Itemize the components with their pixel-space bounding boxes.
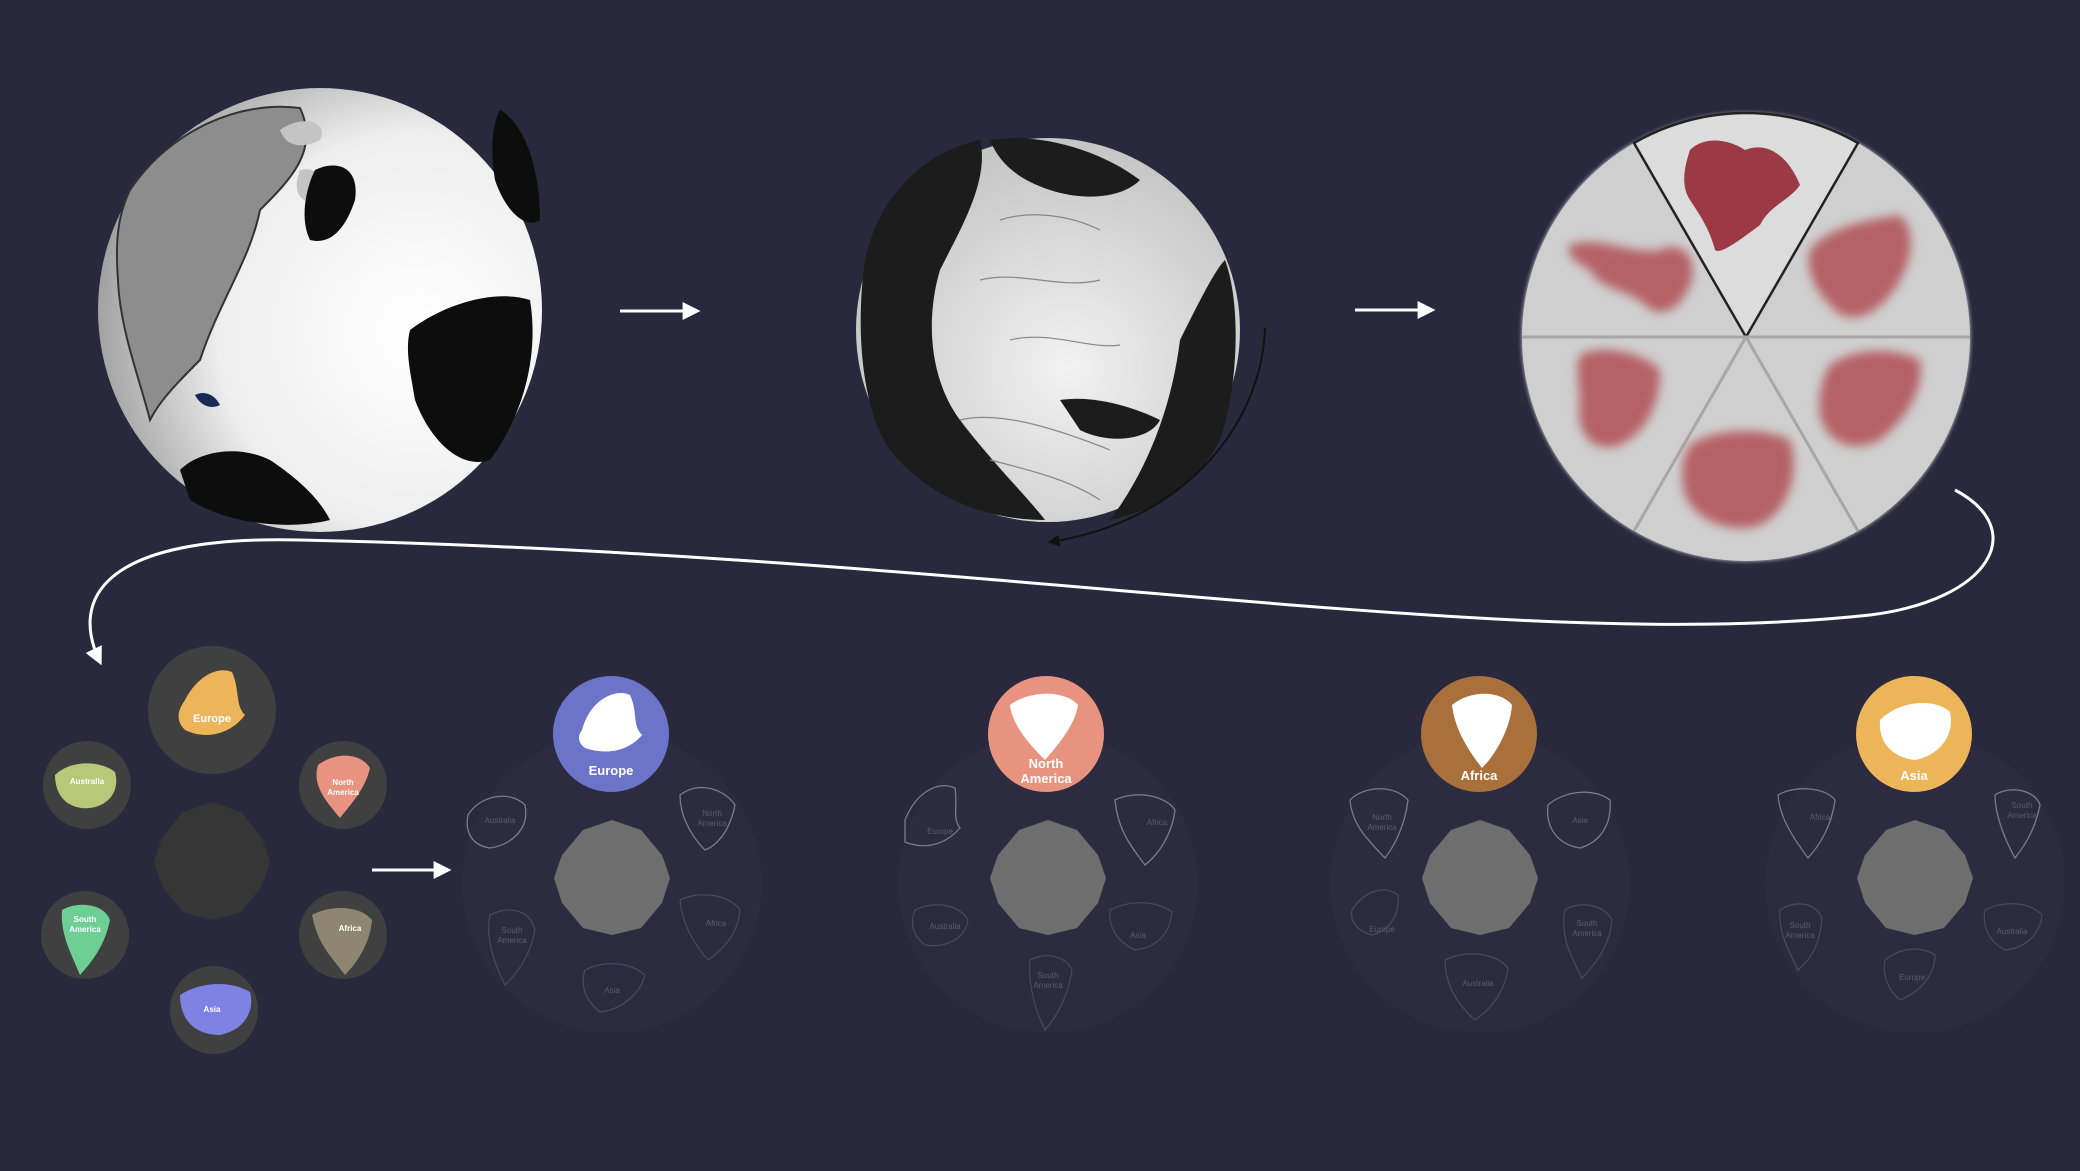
europe-icon xyxy=(178,670,245,735)
step-europe: Europe Australia North America South Ame… xyxy=(462,676,762,1033)
north-america-icon xyxy=(1010,693,1078,760)
flow-curve xyxy=(85,488,1995,666)
faded-label: America xyxy=(1033,981,1063,990)
step-center-disc xyxy=(554,820,670,935)
south-america-icon xyxy=(61,904,110,975)
step-north-america: North America Europe Africa Australia As… xyxy=(898,676,1198,1033)
sector-region xyxy=(1577,350,1660,448)
faded-label: Africa xyxy=(1147,818,1168,827)
step-center-disc xyxy=(1857,820,1973,935)
main-label: America xyxy=(1020,771,1072,786)
faded-label: South xyxy=(1790,921,1811,930)
faded-label: Africa xyxy=(1810,813,1831,822)
africa-icon xyxy=(1452,693,1512,768)
africa-icon xyxy=(312,908,372,975)
main-label: Asia xyxy=(1900,768,1928,783)
main-label: North xyxy=(1029,756,1064,771)
step-center-disc xyxy=(1422,820,1538,935)
north-america-icon xyxy=(316,755,370,818)
globe-americas xyxy=(98,88,542,532)
main-label: Africa xyxy=(1461,768,1499,783)
sector-region xyxy=(1568,242,1693,313)
australia-icon xyxy=(55,763,117,809)
faded-label: Australia xyxy=(484,816,516,825)
label-north-america: North xyxy=(332,778,353,787)
rotation-arrow xyxy=(1047,327,1266,547)
europe-icon xyxy=(578,693,642,752)
faded-label: South xyxy=(1038,971,1059,980)
faded-label: America xyxy=(1367,823,1397,832)
label-australia: Australia xyxy=(70,777,105,786)
faded-label: Europe xyxy=(1899,973,1925,982)
faded-label: Europe xyxy=(1369,925,1395,934)
faded-label: America xyxy=(1785,931,1815,940)
asia-icon xyxy=(180,984,252,1035)
label-south-america-2: America xyxy=(69,925,101,934)
faded-label: North xyxy=(1372,813,1392,822)
faded-label: Australia xyxy=(1996,927,2028,936)
faded-label: South xyxy=(502,926,523,935)
faded-label: Australia xyxy=(929,922,961,931)
globe-europe-africa xyxy=(856,138,1240,522)
sector-region-top xyxy=(1684,140,1800,251)
continent-wheel: Europe Australia North America South Ame… xyxy=(41,646,387,1054)
faded-label: America xyxy=(2007,811,2037,820)
sector-region xyxy=(1682,430,1794,529)
step-center-disc xyxy=(990,820,1106,935)
asia-icon xyxy=(1879,702,1951,760)
wheel-center xyxy=(154,802,270,920)
faded-label: North xyxy=(702,809,722,818)
faded-label: Asia xyxy=(1572,816,1588,825)
faded-label: America xyxy=(697,819,727,828)
sector-region xyxy=(1819,350,1921,446)
faded-label: South xyxy=(1577,919,1598,928)
sector-region xyxy=(1808,215,1911,318)
faded-label: Europe xyxy=(927,827,953,836)
faded-label: Asia xyxy=(1130,931,1146,940)
label-europe: Europe xyxy=(193,713,231,725)
main-label: Europe xyxy=(589,763,634,778)
faded-label: America xyxy=(497,936,527,945)
faded-label: Asia xyxy=(604,986,620,995)
sector-wheel xyxy=(1522,111,1970,561)
label-south-america: South xyxy=(74,915,97,924)
step-africa: Africa North America Asia Europe South A… xyxy=(1330,676,1630,1033)
label-africa: Africa xyxy=(339,924,362,933)
faded-label: America xyxy=(1572,929,1602,938)
faded-label: Africa xyxy=(706,919,727,928)
label-asia: Asia xyxy=(204,1005,221,1014)
label-north-america-2: America xyxy=(327,788,359,797)
step-asia: Asia Africa South America South America … xyxy=(1765,676,2065,1033)
faded-label: South xyxy=(2012,801,2033,810)
faded-label: Australia xyxy=(1462,979,1494,988)
